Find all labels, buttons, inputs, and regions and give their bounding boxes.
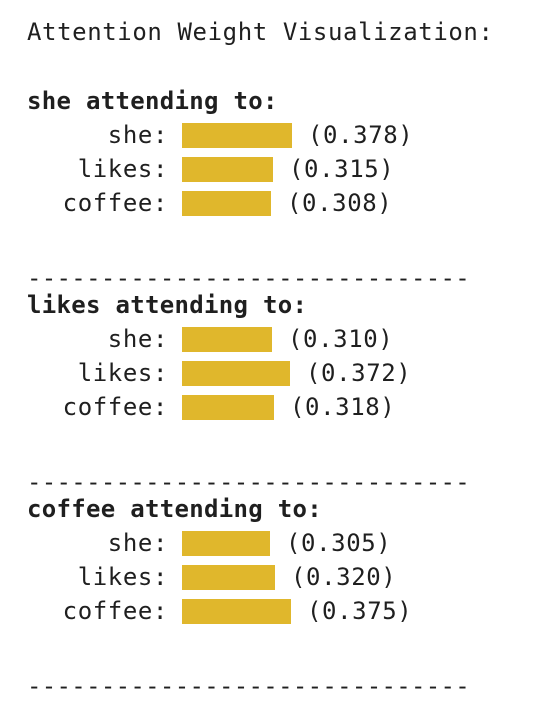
weight-value: (0.315) — [289, 155, 395, 183]
token-label: she: — [107, 325, 168, 353]
weight-value: (0.378) — [308, 121, 414, 149]
weight-bar — [182, 191, 271, 216]
token-label: coffee: — [62, 597, 168, 625]
attention-row: likes: (0.315) — [0, 152, 540, 186]
token-label: likes: — [77, 359, 168, 387]
section-divider: ------------------------------ — [27, 468, 471, 496]
attention-row: she: (0.305) — [0, 526, 540, 560]
token-label: she: — [107, 529, 168, 557]
weight-bar — [182, 157, 273, 182]
attention-row: she: (0.310) — [0, 322, 540, 356]
weight-value: (0.308) — [287, 189, 393, 217]
weight-value: (0.375) — [307, 597, 413, 625]
weight-bar — [182, 565, 275, 590]
section-divider: ------------------------------ — [27, 672, 471, 700]
weight-bar — [182, 123, 292, 148]
weight-value: (0.320) — [291, 563, 397, 591]
attention-row: coffee: (0.375) — [0, 594, 540, 628]
attention-row: she: (0.378) — [0, 118, 540, 152]
token-label: coffee: — [62, 393, 168, 421]
weight-bar — [182, 361, 290, 386]
weight-bar — [182, 327, 272, 352]
token-label: coffee: — [62, 189, 168, 217]
page-title: Attention Weight Visualization: — [27, 18, 494, 46]
weight-value: (0.305) — [286, 529, 392, 557]
token-label: likes: — [77, 155, 168, 183]
attention-row: likes: (0.372) — [0, 356, 540, 390]
weight-value: (0.372) — [306, 359, 412, 387]
attention-row: coffee: (0.308) — [0, 186, 540, 220]
weight-value: (0.310) — [288, 325, 394, 353]
weight-bar — [182, 395, 274, 420]
token-label: she: — [107, 121, 168, 149]
section-heading: coffee attending to: — [27, 495, 322, 523]
attention-row: likes: (0.320) — [0, 560, 540, 594]
weight-bar — [182, 599, 291, 624]
weight-value: (0.318) — [290, 393, 396, 421]
token-label: likes: — [77, 563, 168, 591]
attention-row: coffee: (0.318) — [0, 390, 540, 424]
section-divider: ------------------------------ — [27, 264, 471, 292]
section-heading: she attending to: — [27, 87, 278, 115]
section-heading: likes attending to: — [27, 291, 308, 319]
weight-bar — [182, 531, 270, 556]
